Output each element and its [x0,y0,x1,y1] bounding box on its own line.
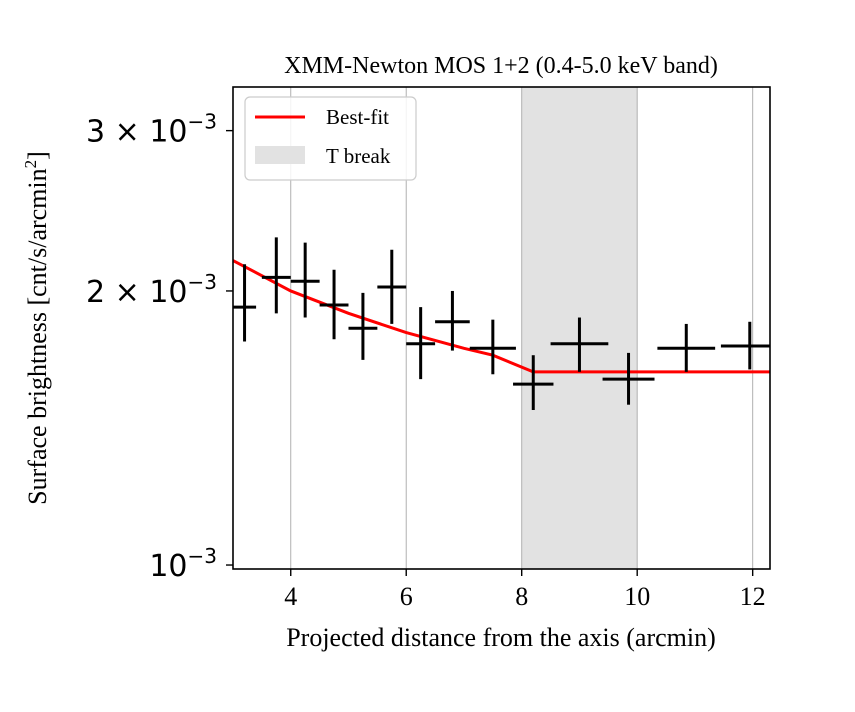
x-tick-label: 6 [400,582,413,611]
data-point [469,319,516,375]
x-axis: 4 6 8 10 12 [284,569,766,611]
data-point [720,321,770,370]
y-axis-label-close: ] [23,151,52,160]
data-point [657,323,716,372]
data-point [406,307,436,380]
data-point [290,242,320,318]
data-point [513,355,554,411]
y-tick-label: 3 × 10−3 [86,110,217,150]
x-axis-label: Projected distance from the axis (arcmin… [286,623,716,652]
data-point [348,292,378,360]
data-point [319,269,349,340]
x-tick-label: 10 [624,582,650,611]
legend: Best-fit T break [244,96,417,181]
best-fit-line [233,259,770,374]
x-tick-label: 12 [740,582,766,611]
legend-t-break-swatch [255,146,305,164]
axes-frame [232,86,771,570]
y-axis-label-superscript: 2 [21,160,40,169]
y-axis-label: Surface brightness [cnt/s/arcmin2] [21,151,52,505]
y-tick-label-base: 3 × 10 [86,115,187,150]
chart-title: XMM-Newton MOS 1+2 (0.4-5.0 keV band) [284,53,718,79]
data-point [377,249,407,324]
data-point [233,264,257,342]
data-point [435,290,470,351]
plot-area [232,86,771,570]
legend-best-fit-label: Best-fit [326,105,389,129]
data-point [550,317,609,372]
data-point [261,237,291,314]
y-tick-label-exponent: −3 [188,270,217,294]
x-tick-label: 8 [515,582,528,611]
y-axis-label-main: Surface brightness [cnt/s/arcmin [23,168,52,504]
y-tick-label-exponent: −3 [188,544,217,568]
y-axis: 3 × 10−32 × 10−310−3 [86,110,233,584]
y-tick-label: 2 × 10−3 [86,270,217,310]
x-tick-label: 4 [284,582,297,611]
y-tick-label: 10−3 [149,544,217,584]
data-point [602,352,655,405]
y-tick-label-exponent: −3 [188,110,217,134]
y-tick-label-base: 2 × 10 [86,275,187,310]
y-tick-label-base: 10 [149,549,187,584]
legend-t-break-label: T break [326,144,391,168]
